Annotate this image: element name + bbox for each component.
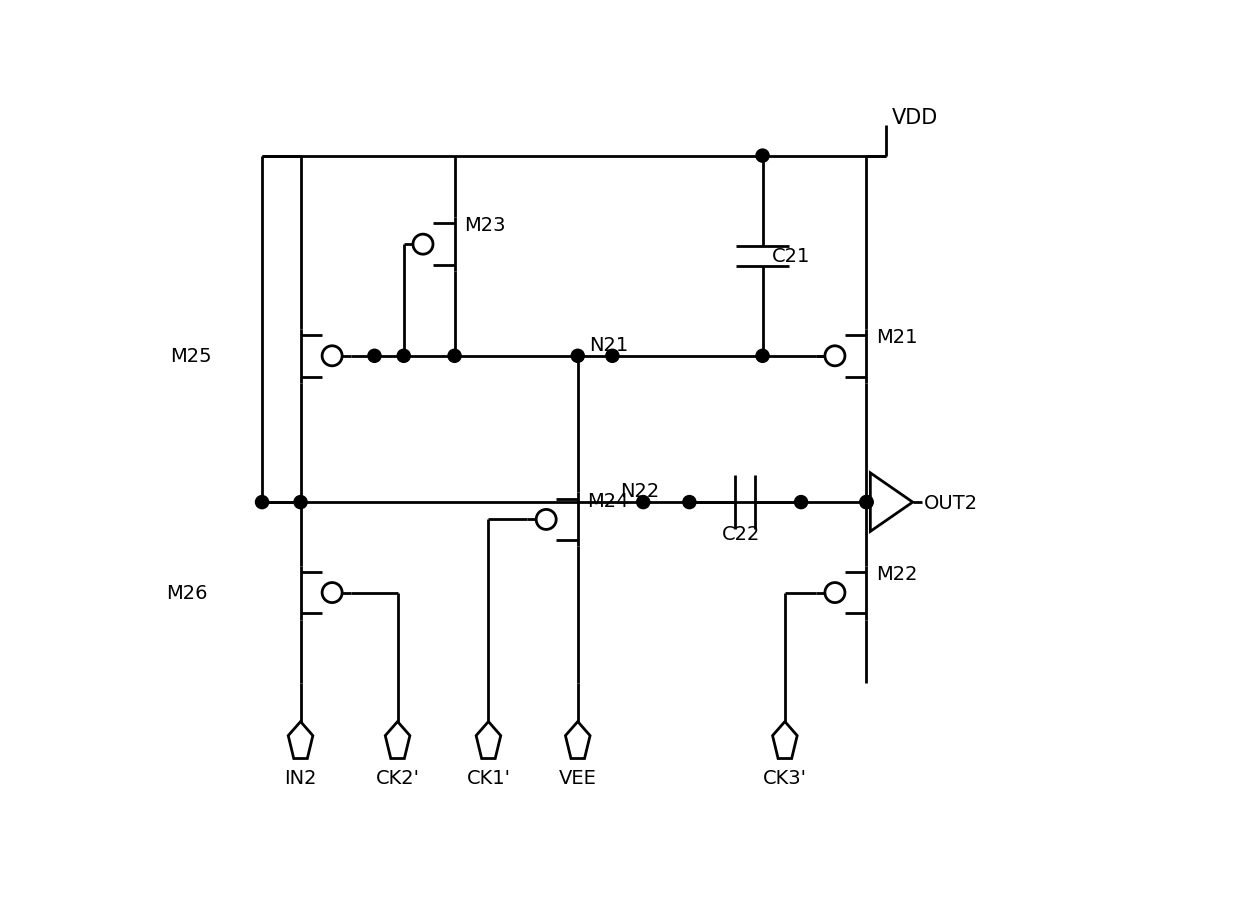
Circle shape — [795, 496, 807, 509]
Text: M23: M23 — [464, 216, 505, 235]
Text: N22: N22 — [620, 482, 660, 501]
Text: M22: M22 — [875, 564, 918, 584]
Text: OUT2: OUT2 — [924, 494, 978, 512]
Text: C21: C21 — [771, 247, 810, 266]
Text: IN2: IN2 — [284, 768, 316, 787]
Text: CK1': CK1' — [466, 768, 511, 787]
Circle shape — [636, 496, 650, 509]
Circle shape — [368, 350, 381, 363]
Text: M21: M21 — [875, 328, 918, 346]
Circle shape — [572, 350, 584, 363]
Circle shape — [861, 496, 873, 509]
Text: VDD: VDD — [892, 108, 939, 128]
Text: M25: M25 — [170, 346, 211, 366]
Circle shape — [756, 150, 769, 163]
Text: M26: M26 — [166, 584, 207, 603]
Circle shape — [683, 496, 696, 509]
Text: M24: M24 — [587, 491, 629, 510]
Circle shape — [255, 496, 269, 509]
Circle shape — [294, 496, 308, 509]
Circle shape — [397, 350, 410, 363]
Text: N21: N21 — [589, 335, 629, 355]
Circle shape — [448, 350, 461, 363]
Circle shape — [756, 350, 769, 363]
Text: CK3': CK3' — [763, 768, 807, 787]
Circle shape — [606, 350, 619, 363]
Text: C22: C22 — [722, 524, 760, 543]
Text: VEE: VEE — [559, 768, 596, 787]
Text: CK2': CK2' — [376, 768, 419, 787]
Circle shape — [861, 496, 873, 509]
